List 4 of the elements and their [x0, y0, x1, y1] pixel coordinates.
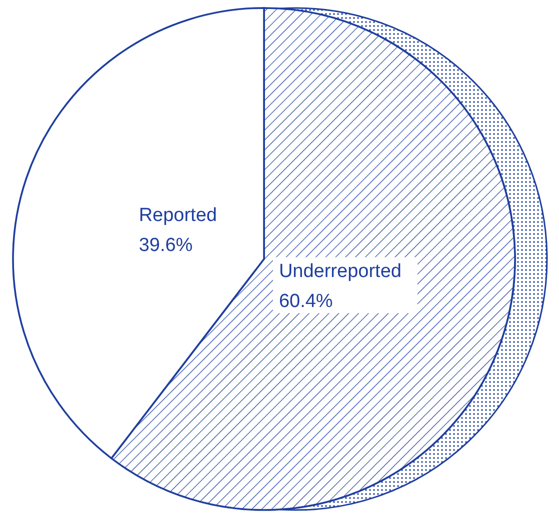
slice-label: Reported — [138, 204, 217, 226]
data-label: 60.4% — [278, 291, 333, 312]
data-label: 39.6% — [138, 234, 193, 256]
slice-label: Underreported — [278, 261, 402, 282]
